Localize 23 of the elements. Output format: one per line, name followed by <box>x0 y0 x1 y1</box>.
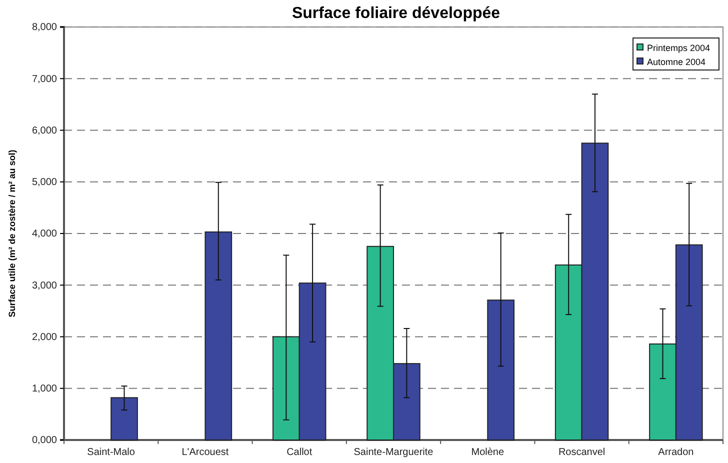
y-tick-label: 1,000 <box>32 384 58 395</box>
x-tick-label: Saint-Malo <box>87 447 136 458</box>
x-tick-label: Arradon <box>658 447 694 458</box>
x-tick-label: Sainte-Marguerite <box>354 447 434 458</box>
x-tick-label: L'Arcouest <box>182 447 229 458</box>
y-tick-label: 6,000 <box>32 125 58 136</box>
x-tick-label: Molène <box>471 447 504 458</box>
y-axis-title: Surface utile (m² de zostère / m² au sol) <box>7 150 17 318</box>
y-tick-label: 2,000 <box>32 332 58 343</box>
bar <box>110 397 138 440</box>
chart-title: Surface foliaire développée <box>292 5 500 22</box>
y-tick-label: 5,000 <box>32 177 58 188</box>
legend-label: Printemps 2004 <box>647 43 710 53</box>
bar <box>487 300 515 440</box>
x-tick-label: Callot <box>286 447 312 458</box>
y-tick-label: 4,000 <box>32 228 58 240</box>
bar <box>204 231 232 440</box>
x-tick-label: Roscanvel <box>558 447 606 458</box>
y-tick-label: 3,000 <box>32 280 58 292</box>
y-tick-label: 0,000 <box>32 435 58 446</box>
y-tick-label: 8,000 <box>32 22 58 34</box>
y-tick-label: 7,000 <box>32 74 58 85</box>
legend-label: Automne 2004 <box>647 57 706 67</box>
